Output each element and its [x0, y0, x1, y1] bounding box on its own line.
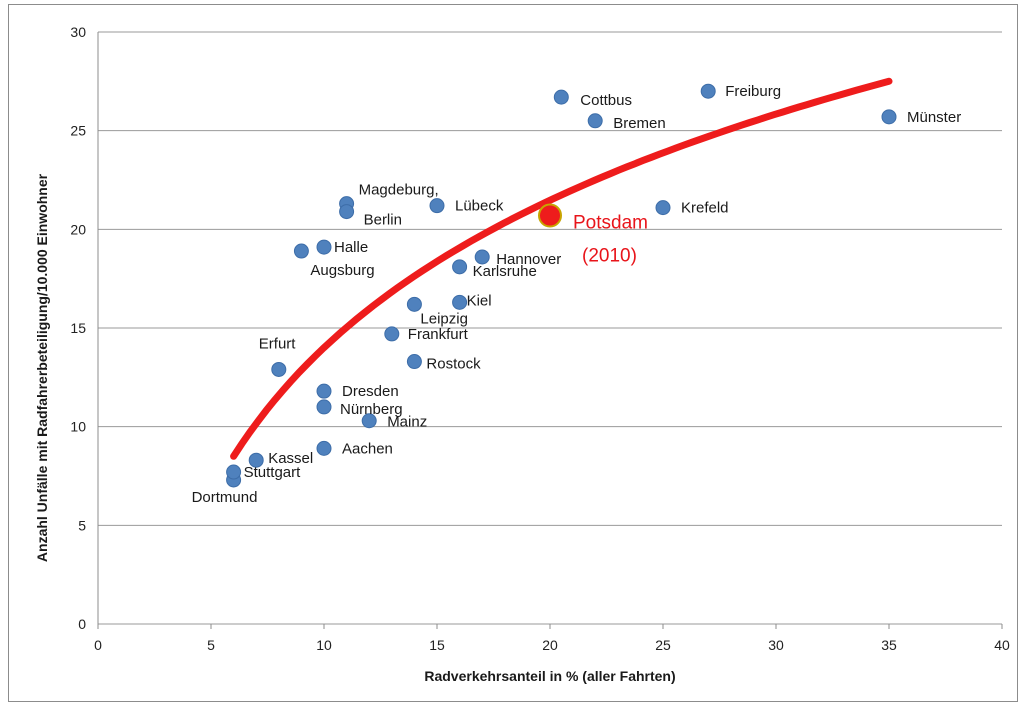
point-label: Erfurt	[259, 335, 297, 352]
data-point	[452, 294, 468, 310]
y-tick-label: 0	[78, 616, 86, 632]
data-point	[553, 89, 569, 105]
point-label: Karlsruhe	[473, 263, 537, 280]
y-tick-label: 5	[78, 517, 86, 533]
data-point	[406, 296, 422, 312]
x-tick-label: 40	[994, 637, 1010, 653]
chart-frame: 0 5 10 15 20 25 30 0 5 10 15 20 25 30 35 40 Dortmund Stu…	[8, 4, 1018, 702]
data-point	[384, 326, 400, 342]
scatter-chart: 0 5 10 15 20 25 30 0 5 10 15 20 25 30 35 40 Dortmund Stu…	[34, 24, 1010, 684]
y-tick-label: 10	[70, 419, 86, 435]
data-point	[226, 464, 242, 480]
data-point	[452, 259, 468, 275]
point-label: Berlin	[364, 212, 402, 229]
data-point	[316, 399, 332, 415]
data-point	[361, 413, 377, 429]
data-point	[316, 383, 332, 399]
x-axis-title: Radverkehrsanteil in % (aller Fahrten)	[424, 668, 675, 684]
highlight-label: Potsdam	[573, 213, 648, 234]
point-label: Dortmund	[192, 489, 258, 506]
y-tick-label: 25	[70, 123, 86, 139]
point-label: Dresden	[342, 383, 399, 400]
data-point	[655, 200, 671, 216]
trend-line	[230, 77, 893, 460]
y-tick-label: 30	[70, 24, 86, 40]
y-axis-title: Anzahl Unfälle mit Radfahrerbeteiligung/…	[34, 173, 50, 562]
point-label: Rostock	[426, 356, 481, 373]
point-label: Kassel	[268, 450, 313, 467]
point-label: Stuttgart	[244, 464, 302, 481]
point-label: Krefeld	[681, 200, 729, 217]
point-label: Kiel	[467, 292, 492, 309]
point-label: Bremen	[613, 115, 666, 132]
data-point	[474, 249, 490, 265]
y-tick-label: 15	[70, 320, 86, 336]
data-point	[316, 440, 332, 456]
point-label: Frankfurt	[408, 326, 469, 343]
grid-layer	[98, 31, 1002, 625]
x-tick-label: 25	[655, 637, 671, 653]
x-tick-label: 35	[881, 637, 897, 653]
data-point	[293, 243, 309, 259]
point-label: Nürnberg	[340, 401, 403, 418]
point-label: Augsburg	[310, 262, 374, 279]
point-label: Aachen	[342, 440, 393, 457]
data-point	[881, 109, 897, 125]
data-point	[429, 198, 445, 214]
data-point	[248, 452, 264, 468]
data-point	[339, 204, 355, 220]
data-point	[316, 239, 332, 255]
x-tick-label: 10	[316, 637, 332, 653]
highlight-label-year: (2010)	[582, 246, 637, 267]
point-label: Magdeburg,	[359, 182, 439, 199]
data-point	[406, 354, 422, 370]
point-label: Halle	[334, 239, 368, 256]
data-point	[271, 361, 287, 377]
point-label: Lübeck	[455, 198, 504, 215]
point-label: Freiburg	[725, 83, 781, 100]
x-tick-label: 15	[429, 637, 445, 653]
trend-layer	[230, 77, 893, 460]
axis-layer: 0 5 10 15 20 25 30 0 5 10 15 20 25 30 35 40	[70, 24, 1010, 653]
point-layer	[226, 83, 897, 488]
point-label: Cottbus	[580, 92, 632, 109]
point-label: Mainz	[387, 414, 427, 431]
x-tick-label: 5	[207, 637, 215, 653]
data-point	[700, 83, 716, 99]
highlight-point	[538, 203, 562, 228]
y-tick-label: 20	[70, 221, 86, 237]
point-label: Hannover	[496, 251, 561, 268]
point-label: Münster	[907, 109, 961, 126]
x-tick-label: 30	[768, 637, 784, 653]
x-tick-label: 0	[94, 637, 102, 653]
point-label: Leipzig	[420, 310, 468, 327]
x-tick-label: 20	[542, 637, 558, 653]
data-point	[587, 113, 603, 129]
